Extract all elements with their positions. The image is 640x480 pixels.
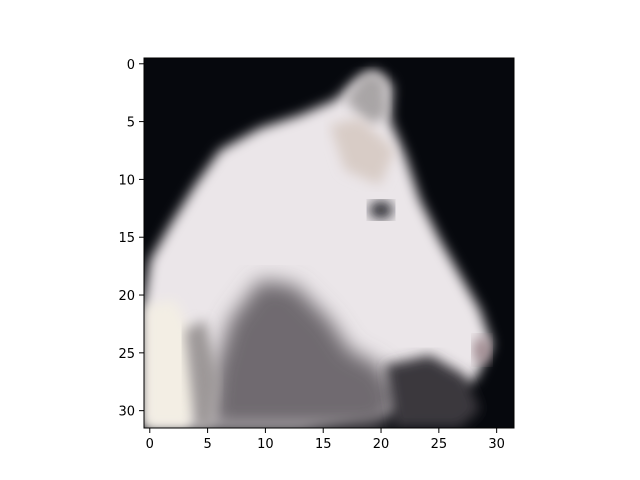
horse-image — [144, 58, 514, 428]
x-tick-label: 5 — [203, 437, 211, 452]
y-tick-label: 5 — [127, 116, 135, 131]
horse-nose — [473, 336, 491, 364]
horse-muzzle-shadow — [385, 355, 480, 428]
x-tick-label: 0 — [146, 437, 154, 452]
axes-frame — [143, 57, 515, 429]
y-tick-label: 20 — [118, 289, 135, 304]
horse-neck-strip — [185, 320, 220, 428]
x-tick-label: 10 — [257, 437, 274, 452]
y-tick-label: 10 — [118, 173, 135, 188]
x-axis-ticks: 0 5 10 15 20 25 30 — [146, 428, 505, 452]
y-tick-label: 30 — [118, 405, 135, 420]
x-tick-label: 30 — [488, 437, 505, 452]
horse-eye — [369, 201, 393, 219]
horse-neck-shadow — [210, 280, 400, 428]
x-tick-label: 15 — [315, 437, 332, 452]
y-tick-label: 25 — [118, 347, 135, 362]
horse-forelock — [330, 118, 395, 185]
y-axis-ticks: 0 5 10 15 20 25 30 — [118, 58, 144, 420]
y-tick-label: 0 — [127, 58, 135, 73]
horse-ear — [345, 72, 388, 125]
y-tick-label: 15 — [118, 231, 135, 246]
x-tick-label: 25 — [431, 437, 448, 452]
x-tick-label: 20 — [373, 437, 390, 452]
